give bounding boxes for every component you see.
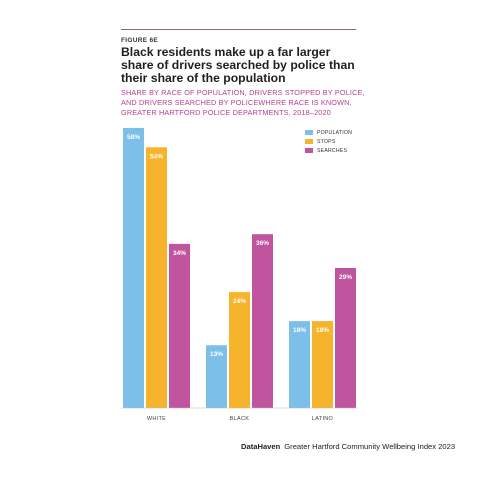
data-label-black-searches: 36% xyxy=(256,240,269,247)
legend-label-stops: STOPS xyxy=(317,138,336,145)
x-tick-label-black: BLACK xyxy=(230,416,250,422)
bar-black-population xyxy=(206,345,227,408)
legend-swatch-stops xyxy=(305,139,313,144)
bar-white-searches xyxy=(169,243,190,408)
bar-black-searches xyxy=(252,234,273,408)
data-label-latino-searches: 29% xyxy=(339,274,352,281)
data-label-latino-stops: 18% xyxy=(316,327,329,334)
legend-item-population: POPULATION xyxy=(305,128,352,137)
legend-swatch-searches xyxy=(305,148,313,153)
top-rule xyxy=(121,29,356,30)
bar-latino-stops xyxy=(312,321,333,408)
data-label-white-stops: 54% xyxy=(150,153,163,160)
footer-text: Greater Hartford Community Wellbeing Ind… xyxy=(284,442,456,451)
footer: DataHaven Greater Hartford Community Well… xyxy=(241,442,455,451)
bar-white-stops xyxy=(146,147,167,408)
bar-black-stops xyxy=(229,292,250,408)
bar-latino-searches xyxy=(335,268,356,408)
footer-brand: DataHaven xyxy=(241,442,281,451)
bar-white-population xyxy=(123,128,144,408)
legend-item-stops: STOPS xyxy=(305,137,352,146)
chart-legend: POPULATION STOPS SEARCHES xyxy=(305,128,352,155)
legend-swatch-population xyxy=(305,130,313,135)
data-label-white-population: 58% xyxy=(127,134,140,141)
data-label-black-population: 13% xyxy=(210,351,223,358)
data-label-latino-population: 18% xyxy=(293,327,306,334)
x-tick-label-white: WHITE xyxy=(147,416,166,422)
bar-latino-population xyxy=(289,321,310,408)
x-tick-label-latino: LATINO xyxy=(312,416,334,422)
data-label-black-stops: 24% xyxy=(233,298,246,305)
figure-label: FIGURE 6E xyxy=(121,37,159,44)
legend-label-population: POPULATION xyxy=(317,129,353,136)
chart-title: Black residents make up a far larger sha… xyxy=(121,45,355,85)
data-label-white-searches: 34% xyxy=(173,250,186,257)
legend-item-searches: SEARCHES xyxy=(305,146,352,155)
legend-label-searches: SEARCHES xyxy=(317,147,348,154)
chart-subtitle: SHARE BY RACE OF POPULATION, DRIVERS STO… xyxy=(121,88,365,117)
